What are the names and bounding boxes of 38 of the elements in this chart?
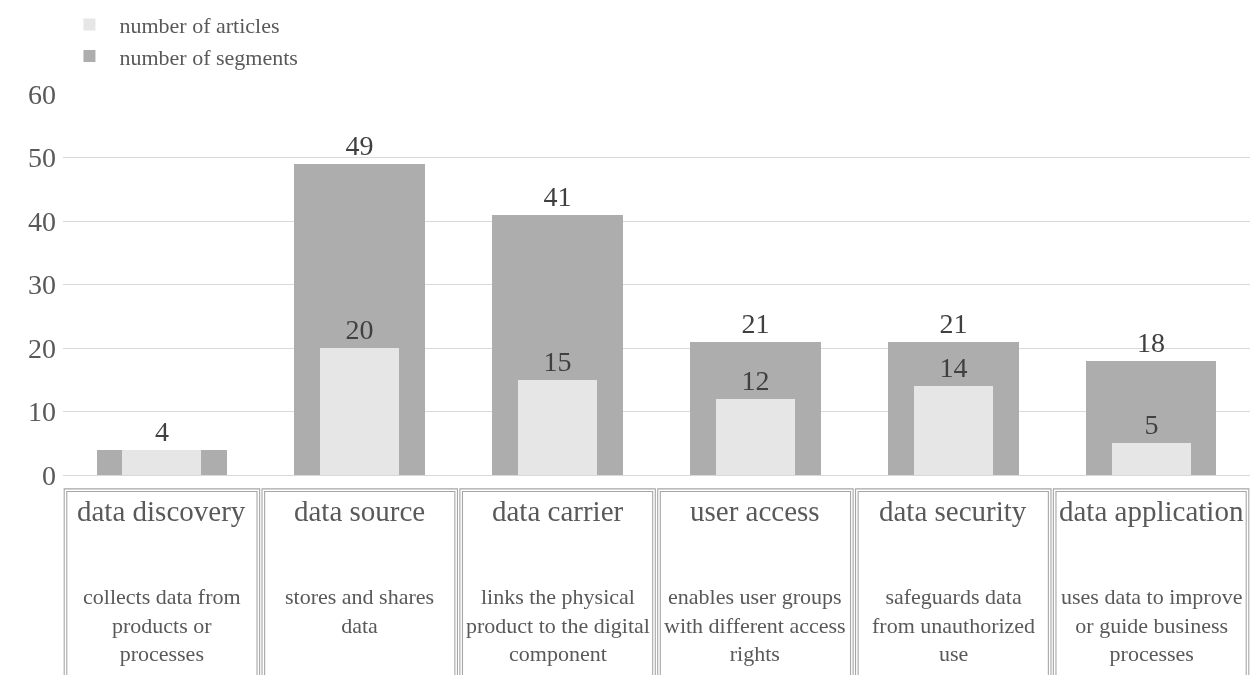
x-tick-label: user access bbox=[690, 495, 820, 527]
bar bbox=[320, 348, 399, 475]
data-label: 49 bbox=[345, 130, 374, 161]
data-label: 15 bbox=[543, 346, 572, 377]
data-label: 4 bbox=[155, 416, 169, 447]
y-tick-label: 60 bbox=[28, 78, 56, 110]
x-tick-label: data source bbox=[294, 495, 426, 527]
x-tick-label: data discovery bbox=[77, 495, 246, 527]
y-tick-label: 10 bbox=[28, 396, 56, 428]
legend-label: number of segments bbox=[119, 44, 298, 70]
data-label: 18 bbox=[1137, 327, 1165, 358]
bar bbox=[914, 386, 993, 475]
data-label: 14 bbox=[939, 352, 968, 383]
text: stores and shares data bbox=[285, 584, 435, 638]
bar bbox=[122, 450, 201, 475]
bar bbox=[716, 399, 795, 475]
legend-label: number of articles bbox=[119, 13, 280, 39]
y-tick-label: 40 bbox=[28, 205, 56, 237]
text: collects data from products or processes bbox=[83, 584, 241, 667]
data-label: 20 bbox=[345, 314, 374, 345]
text: enables user groups with different access rights bbox=[664, 584, 846, 667]
text: safeguards data from unauthorized use bbox=[872, 584, 1036, 667]
bar bbox=[518, 380, 597, 475]
text: links the physical product to the digital component bbox=[466, 584, 650, 667]
x-tick-label: data carrier bbox=[492, 495, 624, 527]
data-label: 21 bbox=[939, 308, 968, 339]
text: uses data to improve or guide business processes bbox=[1061, 584, 1243, 667]
x-tick-label: data security bbox=[879, 495, 1027, 527]
y-tick-label: 30 bbox=[28, 269, 56, 301]
data-label: 12 bbox=[741, 365, 770, 396]
x-tick-label: data application bbox=[1059, 495, 1244, 527]
y-tick-label: 50 bbox=[28, 142, 56, 174]
y-tick-label: 20 bbox=[28, 332, 56, 364]
data-label: 21 bbox=[741, 308, 770, 339]
bar bbox=[1112, 443, 1191, 475]
y-tick-label: 0 bbox=[42, 459, 56, 491]
data-label: 41 bbox=[543, 181, 572, 212]
data-label: 5 bbox=[1144, 409, 1159, 440]
